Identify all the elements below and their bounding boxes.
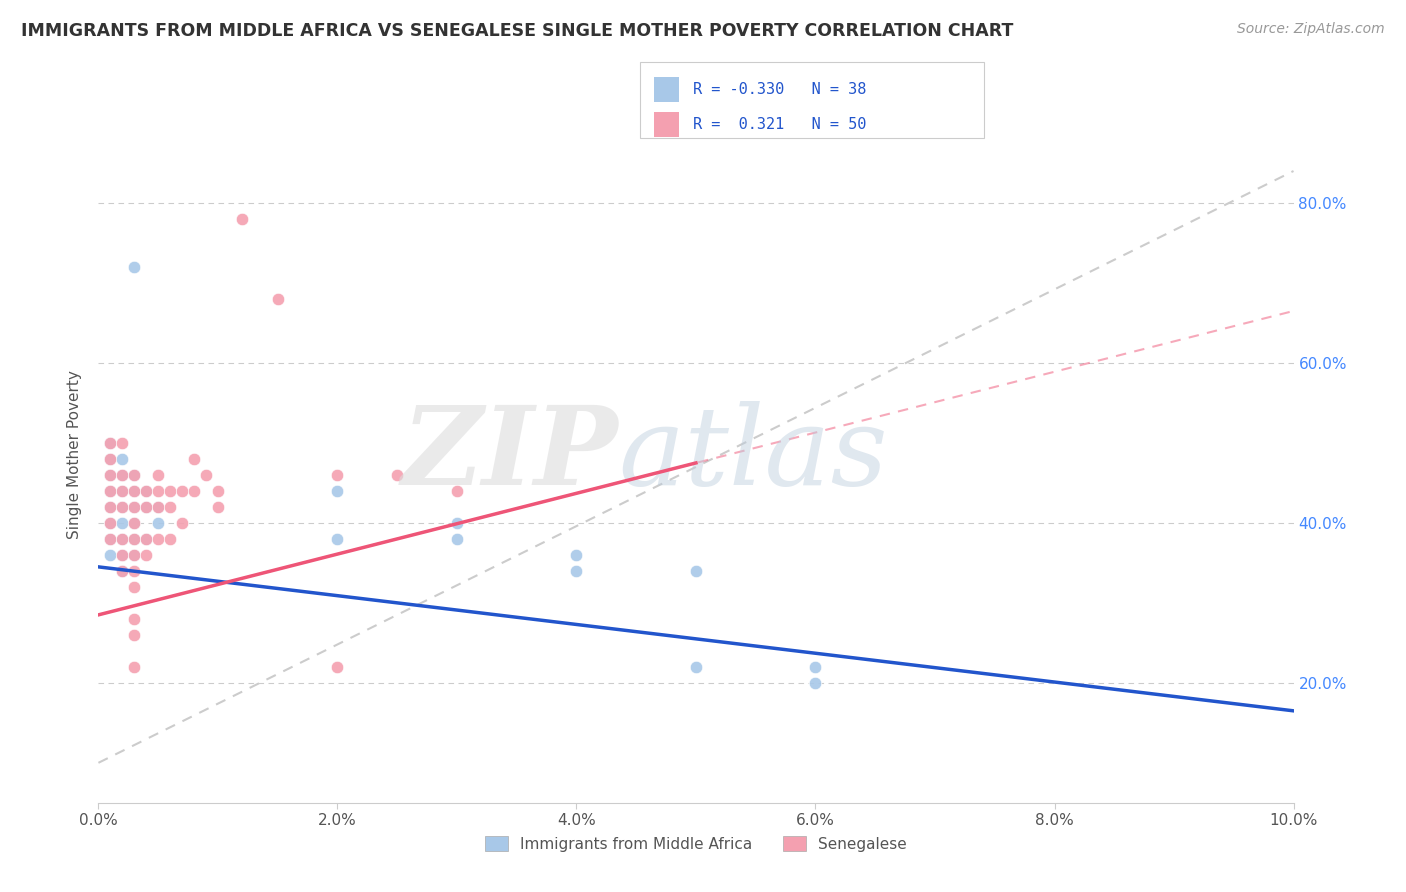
Point	[685, 660, 707, 674]
Text: atlas: atlas	[619, 401, 889, 508]
Point	[326, 660, 349, 674]
Point	[135, 548, 157, 562]
Point	[135, 532, 157, 546]
Point	[124, 532, 146, 546]
Point	[98, 532, 122, 546]
Point	[98, 500, 122, 514]
Y-axis label: Single Mother Poverty: Single Mother Poverty	[67, 370, 83, 540]
Point	[124, 516, 146, 530]
Point	[685, 564, 707, 578]
Point	[111, 451, 134, 466]
Point	[111, 500, 134, 514]
Point	[98, 516, 122, 530]
Text: R =  0.321   N = 50: R = 0.321 N = 50	[693, 118, 866, 132]
Point	[207, 483, 229, 498]
Point	[98, 436, 122, 450]
Point	[111, 564, 134, 578]
Point	[98, 548, 122, 562]
Point	[124, 564, 146, 578]
Point	[124, 500, 146, 514]
Point	[98, 500, 122, 514]
Point	[98, 483, 122, 498]
Point	[111, 532, 134, 546]
Point	[111, 467, 134, 482]
Point	[172, 516, 194, 530]
Text: Source: ZipAtlas.com: Source: ZipAtlas.com	[1237, 22, 1385, 37]
Text: IMMIGRANTS FROM MIDDLE AFRICA VS SENEGALESE SINGLE MOTHER POVERTY CORRELATION CH: IMMIGRANTS FROM MIDDLE AFRICA VS SENEGAL…	[21, 22, 1014, 40]
Point	[446, 532, 468, 546]
Point	[385, 467, 409, 482]
Point	[98, 451, 122, 466]
Point	[124, 548, 146, 562]
Point	[231, 212, 253, 227]
Point	[98, 436, 122, 450]
Point	[124, 532, 146, 546]
Point	[148, 467, 170, 482]
Point	[446, 483, 468, 498]
Point	[135, 532, 157, 546]
Point	[135, 483, 157, 498]
Point	[148, 500, 170, 514]
Point	[124, 260, 146, 274]
Point	[111, 532, 134, 546]
Point	[124, 660, 146, 674]
Point	[124, 467, 146, 482]
Point	[804, 660, 827, 674]
Point	[98, 467, 122, 482]
Point	[326, 467, 349, 482]
Point	[98, 516, 122, 530]
Point	[183, 483, 205, 498]
Point	[565, 564, 588, 578]
Point	[111, 500, 134, 514]
Point	[124, 612, 146, 626]
Point	[98, 451, 122, 466]
Point	[124, 516, 146, 530]
Text: ZIP: ZIP	[402, 401, 619, 508]
Point	[111, 467, 134, 482]
Point	[124, 500, 146, 514]
Point	[148, 500, 170, 514]
Point	[135, 500, 157, 514]
Point	[111, 483, 134, 498]
Point	[124, 628, 146, 642]
Point	[98, 467, 122, 482]
Point	[111, 516, 134, 530]
Point	[565, 548, 588, 562]
Point	[124, 467, 146, 482]
Point	[111, 548, 134, 562]
Point	[183, 451, 205, 466]
Point	[98, 483, 122, 498]
Legend: Immigrants from Middle Africa, Senegalese: Immigrants from Middle Africa, Senegales…	[479, 830, 912, 858]
Point	[135, 500, 157, 514]
Point	[326, 532, 349, 546]
Text: R = -0.330   N = 38: R = -0.330 N = 38	[693, 82, 866, 96]
Point	[148, 483, 170, 498]
Point	[111, 483, 134, 498]
Point	[111, 436, 134, 450]
Point	[159, 483, 181, 498]
Point	[148, 516, 170, 530]
Point	[207, 500, 229, 514]
Point	[159, 532, 181, 546]
Point	[195, 467, 218, 482]
Point	[135, 483, 157, 498]
Point	[804, 676, 827, 690]
Point	[111, 564, 134, 578]
Point	[111, 548, 134, 562]
Point	[159, 500, 181, 514]
Point	[124, 548, 146, 562]
Point	[267, 292, 290, 306]
Point	[148, 532, 170, 546]
Point	[446, 516, 468, 530]
Point	[124, 483, 146, 498]
Point	[98, 532, 122, 546]
Point	[326, 483, 349, 498]
Point	[172, 483, 194, 498]
Point	[124, 483, 146, 498]
Point	[124, 580, 146, 594]
